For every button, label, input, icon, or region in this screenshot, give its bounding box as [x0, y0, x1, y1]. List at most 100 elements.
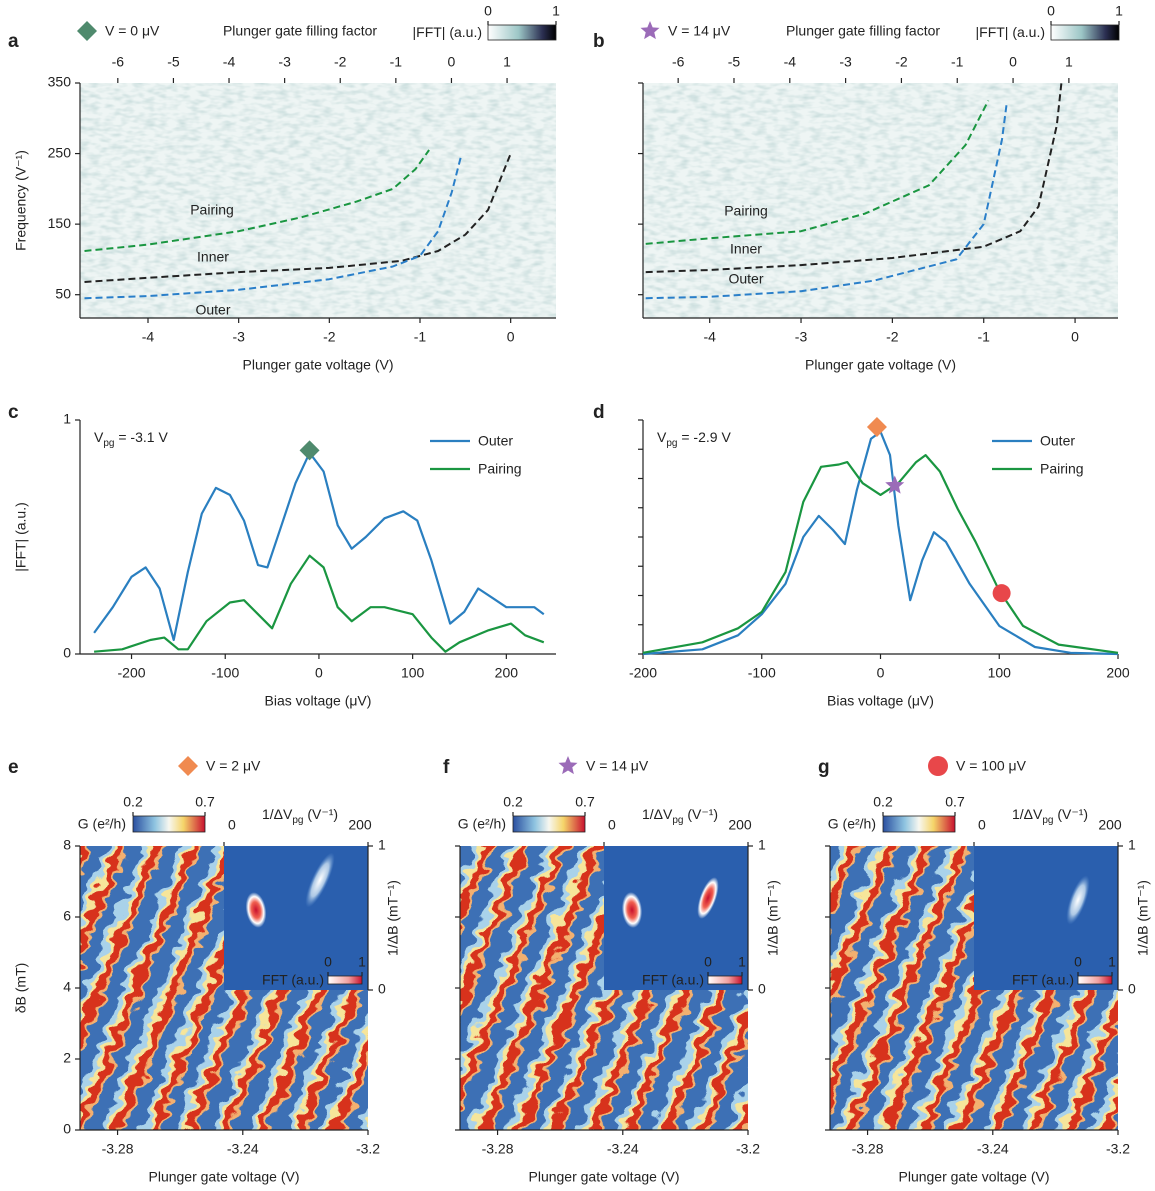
colorbar-label: |FFT| (a.u.): [413, 24, 483, 40]
x-tick-label: -3.24: [977, 1141, 1009, 1157]
inset-fft: [224, 846, 368, 990]
x-tick-label: -4: [142, 329, 155, 345]
x-tick-label: -2: [886, 329, 899, 345]
x-axis-label: Plunger gate voltage (V): [805, 357, 956, 373]
colorbar: [882, 815, 956, 833]
panel-letter: f: [443, 757, 450, 778]
annotation-part: = -2.9 V: [677, 429, 731, 445]
chart-title: Plunger gate filling factor: [786, 23, 940, 39]
x-tick-label: 0: [1071, 329, 1079, 345]
marker-circle: [928, 756, 948, 776]
colorbar-tick-label: 0.2: [503, 794, 523, 810]
x2-tick-label: 0: [448, 54, 456, 70]
inset-x-tick-label: 200: [348, 817, 372, 833]
inset-x-label-part: 1/ΔV: [1012, 806, 1043, 822]
inset-x-label-part: 1/ΔV: [642, 806, 673, 822]
series-line: [645, 82, 1063, 274]
panel-letter: g: [818, 757, 830, 778]
panel-letter: e: [8, 757, 19, 778]
colorbar: [512, 815, 586, 833]
colorbar: [1077, 975, 1113, 985]
x-tick-label: 0: [315, 665, 323, 681]
x-tick-label: -2: [323, 329, 336, 345]
marker-label: V = 14 μV: [586, 758, 649, 774]
x2-tick-label: -4: [223, 54, 236, 70]
y-tick-label: 4: [63, 979, 71, 995]
x-tick-label: -1: [414, 329, 427, 345]
x-tick-label: 0: [877, 665, 885, 681]
y-tick-label: 2: [63, 1050, 71, 1066]
inset-y-tick-label: 0: [378, 981, 386, 997]
colorbar-label: FFT (a.u.): [262, 972, 324, 988]
x2-tick-label: -3: [278, 54, 291, 70]
inset-x-label-part: (V⁻¹): [1053, 806, 1088, 822]
y-tick-label: 50: [55, 285, 71, 301]
x-tick-label: -3.2: [356, 1141, 380, 1157]
inset-x-label-part: pg: [1042, 815, 1053, 826]
inset-y-tick-label: 0: [758, 981, 766, 997]
marker-diamond: [178, 756, 198, 776]
marker-diamond: [299, 440, 320, 461]
annotation-part: pg: [103, 438, 114, 449]
x2-tick-label: 1: [503, 54, 511, 70]
marker-label: V = 100 μV: [956, 758, 1027, 774]
y-axis-label: |FFT| (a.u.): [13, 502, 29, 572]
legend-label: Pairing: [478, 461, 522, 477]
annotation-part: pg: [666, 438, 677, 449]
marker-diamond: [866, 417, 887, 438]
series-label: Outer: [728, 271, 763, 287]
marker-star: [885, 475, 905, 494]
colorbar: [487, 24, 557, 41]
marker-star: [640, 21, 660, 40]
series-line: [84, 153, 512, 283]
series-label: Pairing: [190, 202, 234, 218]
x-tick-label: -200: [118, 665, 146, 681]
inset-x-label-part: pg: [672, 815, 683, 826]
inset-y-label: 1/ΔB (mT⁻¹): [1135, 880, 1151, 956]
colorbar-tick-label: 0.2: [123, 794, 143, 810]
x-tick-label: 200: [495, 665, 519, 681]
x-tick-label: -3.2: [736, 1141, 760, 1157]
colorbar-label: |FFT| (a.u.): [976, 24, 1046, 40]
x-axis-label: Plunger gate voltage (V): [243, 357, 394, 373]
x-tick-label: -200: [629, 665, 657, 681]
marker-diamond: [77, 21, 97, 41]
x-tick-label: -1: [977, 329, 990, 345]
x-axis-label: Plunger gate voltage (V): [529, 1169, 680, 1185]
inset-x-label: 1/ΔVpg (V⁻¹): [1012, 806, 1088, 826]
heatmap: [80, 846, 368, 1130]
x2-tick-label: -1: [390, 54, 403, 70]
inset-y-label: 1/ΔB (mT⁻¹): [385, 880, 401, 956]
x-tick-label: -3.24: [607, 1141, 639, 1157]
colorbar-tick-label: 0: [1074, 954, 1082, 970]
series-line: [645, 104, 1008, 300]
colorbar-label: G (e²/h): [828, 816, 876, 832]
y-tick-label: 0: [63, 1121, 71, 1137]
inset-x-label-part: pg: [292, 815, 303, 826]
x-tick-label: 100: [988, 665, 1012, 681]
annotation: Vpg = -3.1 V: [94, 429, 168, 449]
inset-y-tick-label: 1: [378, 837, 386, 853]
colorbar-tick-label: 0.2: [873, 794, 893, 810]
colorbar-label: FFT (a.u.): [1012, 972, 1074, 988]
colorbar: [132, 815, 206, 833]
colorbar-label: FFT (a.u.): [642, 972, 704, 988]
colorbar-tick-label: 0: [704, 954, 712, 970]
x-axis-label: Plunger gate voltage (V): [149, 1169, 300, 1185]
x2-tick-label: 1: [1065, 54, 1073, 70]
inset-x-tick-label: 0: [978, 817, 986, 833]
series-line: [94, 554, 545, 653]
series-line: [84, 156, 462, 300]
colorbar-tick-label: 0: [1047, 3, 1055, 19]
colorbar: [327, 975, 363, 985]
y-tick-label: 150: [48, 215, 72, 231]
inset-blob: [697, 877, 719, 919]
marker-label: V = 2 μV: [206, 758, 261, 774]
inset-blob: [245, 892, 267, 928]
x-tick-label: 200: [1106, 665, 1130, 681]
y-tick-label: 1: [63, 411, 71, 427]
x-tick-label: -3.24: [227, 1141, 259, 1157]
colorbar: [707, 975, 743, 985]
colorbar-tick-label: 1: [358, 954, 366, 970]
